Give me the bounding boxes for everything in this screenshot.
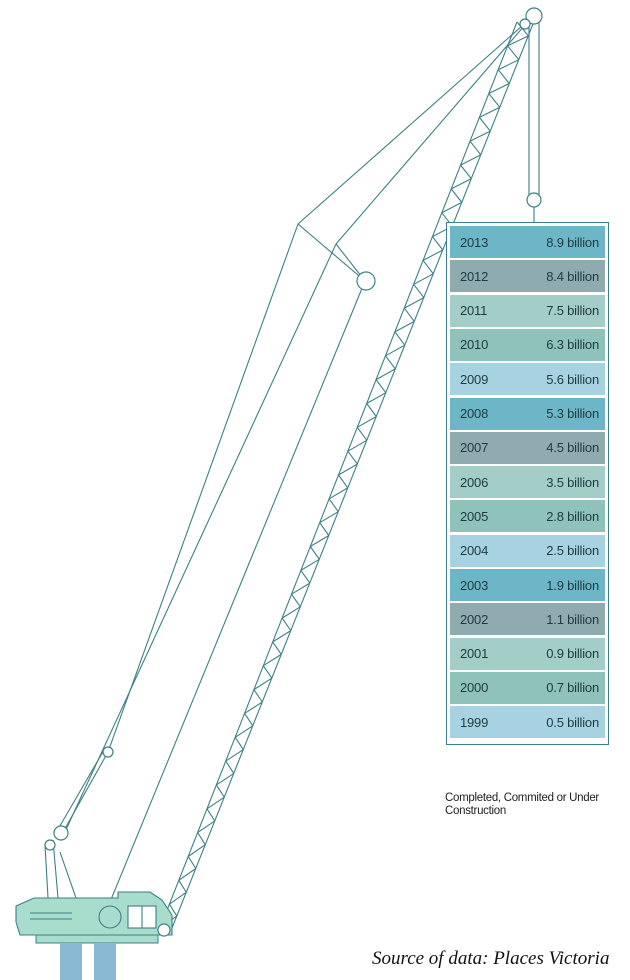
stack-row-2005: 2005 2.8 billion (450, 500, 605, 533)
stack-row-2010: 2010 6.3 billion (450, 328, 605, 361)
boom-base-joint (157, 923, 171, 937)
row-year: 2004 (460, 543, 489, 559)
source-credit: Source of data: Places Victoria (372, 948, 610, 969)
row-value: 0.5 billion (546, 714, 599, 730)
top-pulley (519, 18, 531, 30)
stack-row-2006: 2006 3.5 billion (450, 466, 605, 499)
row-value: 7.5 billion (546, 303, 599, 319)
stack-row-2004: 2004 2.5 billion (450, 534, 605, 567)
row-year: 2000 (460, 680, 489, 696)
row-value: 0.9 billion (546, 646, 599, 662)
hook-pulley (526, 192, 542, 208)
crane-leg (94, 943, 116, 980)
row-year: 2010 (460, 337, 489, 353)
row-value: 6.3 billion (546, 337, 599, 353)
row-year: 2001 (460, 646, 489, 662)
legend-note: Completed, Commited or Under Constructio… (445, 792, 599, 817)
stack-row-2003: 2003 1.9 billion (450, 569, 605, 601)
guy-line (297, 17, 532, 225)
row-year: 2005 (460, 508, 489, 524)
top-pulley (525, 7, 543, 25)
stack-row-2008: 2008 5.3 billion (450, 397, 605, 430)
crane-leg (60, 943, 82, 980)
row-value: 8.9 billion (546, 234, 599, 250)
row-value: 5.6 billion (546, 371, 599, 387)
lattice-boom (159, 21, 534, 929)
guy-line (107, 223, 299, 753)
row-year: 2013 (460, 234, 489, 250)
guy-line (61, 751, 109, 835)
row-value: 4.5 billion (546, 440, 599, 456)
guy-joint (53, 825, 69, 841)
stack-row-1999: 1999 0.5 billion (450, 706, 605, 739)
row-year: 2008 (460, 406, 489, 421)
row-value: 1.9 billion (546, 577, 599, 593)
stack-row-2007: 2007 4.5 billion (450, 431, 605, 464)
row-year: 1999 (460, 714, 489, 730)
row-value: 8.4 billion (546, 268, 599, 284)
stack-row-2001: 2001 0.9 billion (450, 637, 605, 670)
row-year: 2007 (460, 440, 489, 456)
stack-row-2011: 2011 7.5 billion (450, 294, 605, 327)
row-value: 5.3 billion (546, 406, 599, 421)
row-value: 2.5 billion (546, 543, 599, 559)
stack-row-2012: 2012 8.4 billion (450, 260, 605, 293)
stack-row-2002: 2002 1.1 billion (450, 603, 605, 636)
guy-line (56, 749, 105, 832)
stack-row-2009: 2009 5.6 billion (450, 363, 605, 396)
boom-joint (356, 271, 376, 291)
crane-cab (15, 839, 173, 980)
stack-row-2000: 2000 0.7 billion (450, 671, 605, 704)
guy-joint (102, 746, 114, 758)
guy-line (109, 280, 366, 903)
row-year: 2003 (460, 577, 489, 593)
row-year: 2011 (460, 303, 488, 319)
row-year: 2012 (460, 268, 489, 284)
value-stack: 2013 8.9 billion 2012 8.4 billion 2011 7.5 bi… (446, 222, 609, 745)
row-year: 2006 (460, 474, 489, 490)
row-value: 2.8 billion (546, 508, 599, 524)
guy-line (63, 243, 337, 835)
row-value: 3.5 billion (546, 474, 599, 490)
row-value: 1.1 billion (546, 611, 599, 627)
row-year: 2002 (460, 611, 489, 627)
row-year: 2009 (460, 371, 489, 387)
stack-row-2013: 2013 8.9 billion (450, 226, 605, 258)
row-value: 0.7 billion (546, 680, 599, 696)
guy-joint (44, 839, 56, 851)
guy-line (335, 17, 532, 245)
